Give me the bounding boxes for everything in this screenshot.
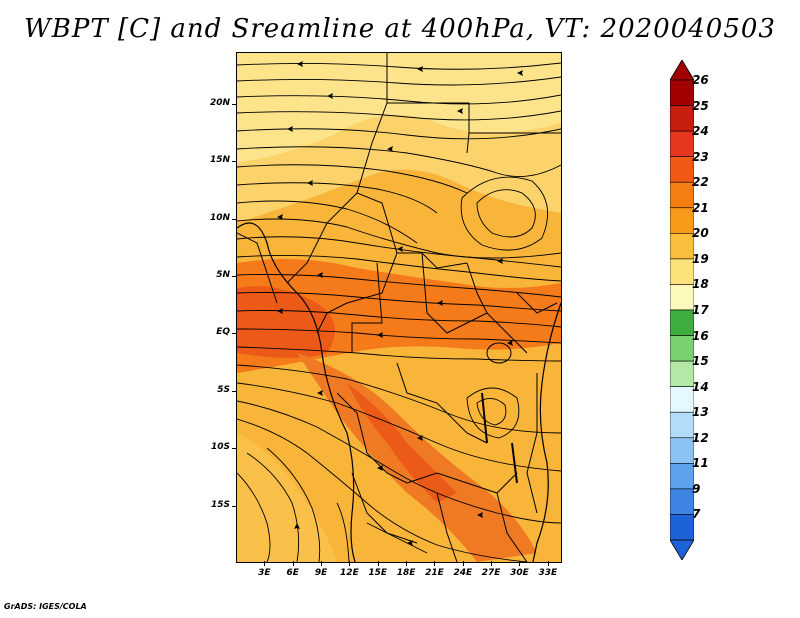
lon-tick	[292, 561, 294, 566]
lat-tick	[232, 448, 237, 450]
lat-label: 20N	[209, 97, 230, 108]
lon-label: 6E	[286, 568, 299, 578]
colorbar	[670, 60, 694, 560]
colorbar-label: 25	[692, 98, 709, 113]
lon-label: 12E	[340, 568, 359, 578]
lon-tick	[434, 561, 436, 566]
lat-label: 5S	[217, 384, 230, 395]
lon-tick	[406, 561, 408, 566]
colorbar-label: 18	[692, 277, 709, 292]
lon-label: 33E	[538, 568, 558, 578]
lat-tick	[232, 218, 237, 220]
colorbar-segment	[670, 309, 694, 336]
lake-tanganyika	[481, 392, 488, 444]
field-equatorial-hot	[237, 286, 335, 358]
colorbar-label: 22	[692, 175, 709, 190]
lat-tick	[232, 161, 237, 163]
colorbar-segment	[670, 386, 694, 413]
colorbar-segment	[670, 514, 694, 541]
lon-label: 24E	[453, 568, 473, 578]
colorbar-bottom-arrow	[670, 539, 694, 560]
colorbar-label: 16	[692, 328, 709, 343]
colorbar-label: 14	[692, 379, 709, 394]
colorbar-label: 17	[692, 303, 709, 317]
lon-label: 30E	[510, 568, 529, 578]
lon-tick	[321, 561, 323, 566]
colorbar-segment	[670, 360, 694, 387]
colorbar-segment	[670, 207, 694, 234]
lon-tick	[547, 561, 549, 566]
footer-credit: GrADS: IGES/COLA	[4, 602, 87, 611]
lat-label: 10N	[209, 212, 230, 223]
lon-tick	[377, 561, 379, 566]
lon-label: 27E	[481, 568, 501, 578]
lat-label: 5N	[216, 269, 230, 280]
colorbar-label: 20	[692, 226, 709, 241]
lake-victoria	[486, 342, 512, 364]
colorbar-label: 11	[692, 456, 709, 471]
lon-tick	[349, 561, 351, 566]
colorbar-label: 15	[692, 354, 709, 369]
lat-label: 15N	[209, 155, 230, 166]
lat-tick	[232, 103, 237, 105]
streamlines	[237, 62, 561, 562]
lon-tick	[462, 561, 464, 566]
colorbar-segment	[670, 233, 694, 260]
lon-label: 18E	[396, 568, 416, 578]
colorbar-label: 26	[692, 73, 709, 87]
lon-label: 3E	[258, 568, 271, 578]
lon-label: 21E	[425, 568, 444, 578]
lon-label: 15E	[368, 568, 388, 578]
field-far-north	[237, 53, 561, 163]
streamline-arrows	[277, 61, 523, 546]
colorbar-label: 12	[692, 430, 709, 445]
colorbar-segment	[670, 463, 694, 490]
field-warm-core	[347, 383, 457, 503]
colorbar-label: 13	[692, 405, 709, 420]
colorbar-label: 7	[692, 507, 701, 522]
colorbar-segment	[670, 105, 694, 132]
colorbar-label: 23	[692, 149, 709, 164]
colorbar-segment	[670, 156, 694, 183]
lat-tick	[232, 333, 237, 335]
colorbar-label: 19	[692, 251, 709, 266]
lon-label: 9E	[314, 568, 328, 578]
colorbar-label: 9	[692, 481, 701, 496]
lon-tick	[491, 561, 493, 566]
lake-malawi	[511, 442, 518, 484]
colorbar-segment	[670, 181, 694, 209]
coastline-west	[237, 222, 356, 562]
lat-label: EQ	[216, 327, 230, 338]
lon-tick	[519, 561, 521, 566]
lat-tick	[232, 505, 237, 507]
colorbar-top-arrow	[670, 60, 694, 81]
lat-tick	[232, 275, 237, 277]
colorbar-label: 21	[692, 200, 709, 215]
field-south-cool	[237, 433, 337, 562]
colorbar-segment	[670, 284, 694, 311]
lon-tick	[264, 561, 266, 566]
colorbar-segment	[670, 258, 694, 285]
colorbar-label: 24	[692, 124, 709, 139]
colorbar-segment	[670, 411, 694, 439]
chart-title: WBPT [C] and Sreamline at 400hPa, VT: 20…	[24, 14, 776, 44]
colorbar-segment	[670, 130, 694, 157]
coastline-east	[532, 302, 561, 562]
colorbar-segment	[670, 437, 694, 464]
lat-label: 15S	[210, 499, 230, 510]
colorbar-segment	[670, 488, 694, 515]
lat-tick	[232, 390, 237, 392]
colorbar-segment	[670, 79, 694, 106]
colorbar-segment	[670, 335, 694, 362]
lat-label: 10S	[210, 442, 230, 453]
map-panel	[236, 52, 562, 563]
map-svg	[237, 53, 561, 562]
